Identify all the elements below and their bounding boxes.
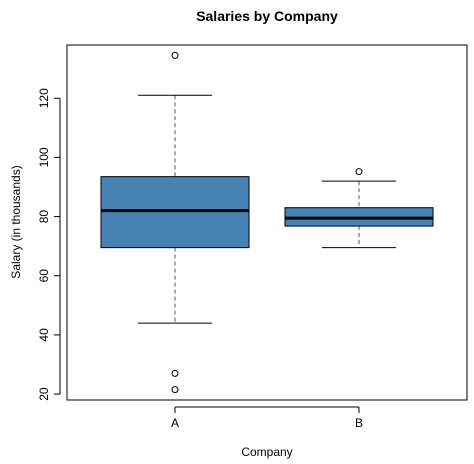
x-tick-label: B	[355, 416, 363, 430]
box-B	[284, 168, 434, 249]
outlier-point	[171, 386, 179, 394]
outlier-point	[171, 51, 179, 59]
y-tick-label: 60	[37, 269, 51, 283]
x-axis-label: Company	[241, 445, 292, 459]
box-A	[100, 51, 250, 394]
plot-frame	[66, 44, 468, 401]
y-tick-label: 80	[37, 210, 51, 224]
boxes-group	[100, 51, 434, 394]
y-tick-label: 120	[37, 88, 51, 108]
chart-title: Salaries by Company	[196, 8, 338, 24]
y-tick-label: 40	[37, 328, 51, 342]
outlier-point	[171, 369, 179, 377]
outlier-point	[355, 168, 363, 176]
y-tick-label: 20	[37, 387, 51, 401]
x-tick-label: A	[171, 416, 179, 430]
y-axis: 20 40 60 80 100 120	[37, 88, 61, 401]
y-tick-label: 100	[37, 147, 51, 167]
y-axis-label: Salary (in thousands)	[9, 165, 23, 278]
